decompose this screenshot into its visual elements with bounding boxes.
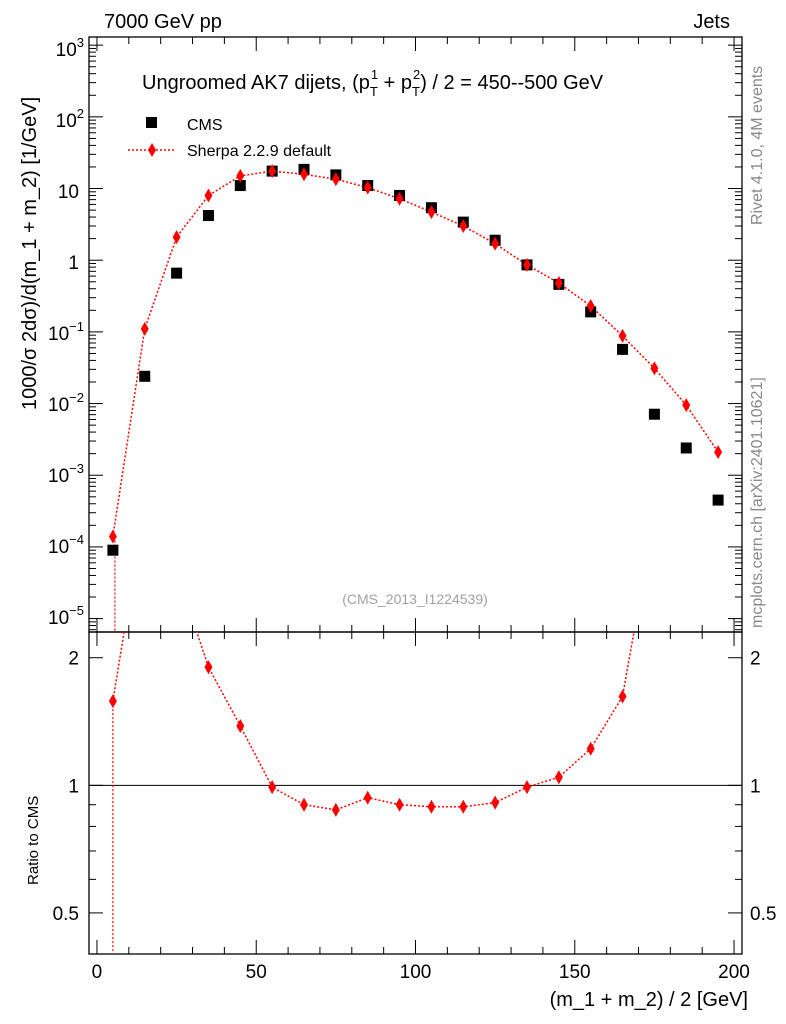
- sherpa-point: [427, 205, 436, 220]
- main-axes: [89, 37, 742, 632]
- y-tick-label: 103: [56, 35, 84, 61]
- ratio-y-tick-label: 1: [68, 776, 79, 797]
- ratio-axes: 2 2 1 1 0.5 0.5: [53, 632, 776, 955]
- ratio-y-tick-label: 0.5: [750, 904, 776, 925]
- header-right: Jets: [693, 11, 730, 33]
- ratio-point: [618, 689, 627, 704]
- cms-point: [234, 180, 246, 192]
- sherpa-point: [618, 328, 627, 343]
- rivet-label: Rivet 4.1.0, 4M events: [749, 66, 766, 225]
- legend-sherpa-marker: [148, 143, 156, 157]
- sherpa-point: [108, 529, 117, 544]
- legend: CMS Sherpa 2.2.9 default: [128, 117, 332, 160]
- sherpa-point: [395, 191, 404, 206]
- sherpa-point: [586, 298, 595, 313]
- ratio-y-axis-label: Ratio to CMS: [25, 796, 42, 885]
- y-tick-label: 10: [58, 182, 79, 203]
- ratio-y-tick-label: 0.5: [53, 904, 79, 925]
- ratio-point: [491, 795, 500, 810]
- x-tick-label: 0: [92, 962, 103, 983]
- ratio-point: [522, 780, 531, 795]
- mcplots-label: mcplots.cern.ch [arXiv:2401.10621]: [749, 377, 766, 628]
- x-tick-label: 100: [400, 962, 432, 983]
- cms-point: [171, 267, 183, 279]
- ratio-point: [427, 799, 436, 814]
- sherpa-point: [331, 172, 340, 187]
- ratio-point: [395, 797, 404, 812]
- y-tick-label: 10−4: [48, 532, 84, 558]
- y-tick-label: 1: [68, 253, 79, 274]
- chart-title: Ungroomed AK7 dijets, (pT1 + pT2) / 2 = …: [142, 67, 604, 99]
- cms-point: [648, 408, 660, 420]
- cms-point: [680, 442, 692, 454]
- y-tick-label: 10−3: [48, 461, 84, 487]
- sherpa-point: [172, 230, 181, 245]
- y-tick-label: 10−1: [48, 319, 84, 345]
- sherpa-point: [682, 398, 691, 413]
- ratio-point: [586, 741, 595, 756]
- x-tick-label: 150: [559, 962, 591, 983]
- sherpa-point: [650, 361, 659, 376]
- x-tick-label: 200: [718, 962, 750, 983]
- ratio-point: [554, 770, 563, 785]
- ratio-point: [459, 799, 468, 814]
- header-left: 7000 GeV pp: [104, 11, 222, 33]
- x-tick-label: 50: [246, 962, 267, 983]
- legend-sherpa-label: Sherpa 2.2.9 default: [187, 143, 332, 160]
- ratio-line: [112, 632, 635, 811]
- cms-point: [617, 343, 629, 355]
- ratio-point: [236, 719, 245, 734]
- sherpa-point: [268, 164, 277, 179]
- ratio-y-tick-label: 2: [750, 649, 761, 670]
- legend-cms-label: CMS: [187, 117, 223, 134]
- sherpa-point: [491, 236, 500, 251]
- cms-point: [202, 210, 214, 222]
- legend-cms-marker: [146, 117, 157, 128]
- sherpa-point: [459, 219, 468, 234]
- sherpa-point: [300, 167, 309, 182]
- ratio-series: [108, 632, 635, 954]
- sherpa-point: [236, 168, 245, 183]
- ratio-point: [363, 790, 372, 805]
- y-tick-label: 102: [56, 106, 84, 132]
- cms-point: [712, 494, 724, 506]
- sherpa-line: [112, 170, 719, 537]
- x-axis-label: (m_1 + m_2) / 2 [GeV]: [550, 989, 748, 1011]
- ratio-point: [331, 802, 340, 817]
- cms-point: [107, 544, 119, 556]
- ratio-point: [204, 660, 213, 675]
- sherpa-point: [714, 445, 723, 460]
- sherpa-point: [522, 257, 531, 272]
- sherpa-point: [554, 276, 563, 291]
- main-series: [107, 163, 724, 632]
- y-tick-label: 10−2: [48, 390, 84, 416]
- ratio-point: [108, 694, 117, 709]
- sherpa-point: [204, 188, 213, 203]
- cms-point: [139, 370, 151, 382]
- x-axis-tick-labels: 0 50 100 150 200: [92, 962, 750, 983]
- ratio-y-tick-label: 1: [750, 776, 761, 797]
- ratio-point: [268, 780, 277, 795]
- analysis-id: (CMS_2013_I1224539): [342, 591, 488, 607]
- ratio-point: [300, 797, 309, 812]
- ratio-y-tick-label: 2: [68, 649, 79, 670]
- y-tick-labels: 103 102 10 1 10−1 10−2 10−3 10−4 10−5: [48, 35, 84, 629]
- ratio-panel-frame: [88, 631, 743, 955]
- sherpa-point: [140, 321, 149, 336]
- y-tick-label: 10−5: [48, 603, 84, 629]
- sherpa-point: [363, 180, 372, 195]
- y-axis-label: 1000/σ 2dσ)/d(m_1 + m_2) [1/GeV]: [19, 97, 41, 410]
